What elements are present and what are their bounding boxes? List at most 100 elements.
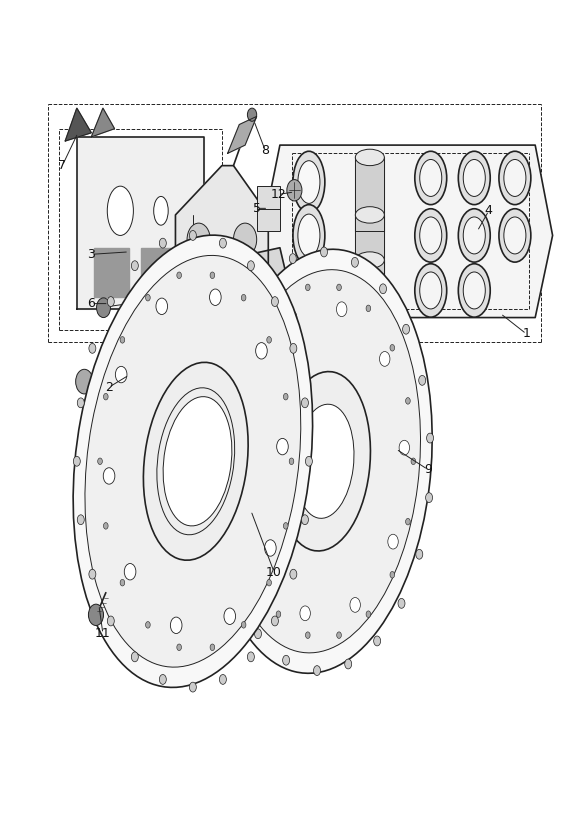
Text: 11: 11 <box>95 627 111 640</box>
Text: 10: 10 <box>266 565 282 578</box>
Circle shape <box>290 344 297 353</box>
Circle shape <box>261 277 268 287</box>
Circle shape <box>419 376 426 386</box>
Ellipse shape <box>293 204 325 266</box>
Ellipse shape <box>154 196 168 225</box>
Circle shape <box>290 569 297 579</box>
Circle shape <box>366 305 371 311</box>
Polygon shape <box>77 137 205 309</box>
Circle shape <box>237 467 248 482</box>
Circle shape <box>78 398 85 408</box>
Polygon shape <box>355 215 384 289</box>
Polygon shape <box>65 108 92 141</box>
Ellipse shape <box>85 255 301 667</box>
Circle shape <box>159 675 166 685</box>
Ellipse shape <box>458 264 490 317</box>
Circle shape <box>256 343 267 359</box>
Circle shape <box>248 373 259 388</box>
Ellipse shape <box>298 214 320 257</box>
Circle shape <box>107 297 114 307</box>
Circle shape <box>337 284 342 291</box>
Circle shape <box>247 108 257 121</box>
Circle shape <box>286 311 297 325</box>
Circle shape <box>305 284 310 291</box>
Circle shape <box>97 297 110 317</box>
Ellipse shape <box>499 208 531 262</box>
Circle shape <box>210 644 215 651</box>
Circle shape <box>156 298 167 315</box>
Ellipse shape <box>420 272 442 309</box>
Circle shape <box>406 398 410 404</box>
Ellipse shape <box>293 260 325 321</box>
Circle shape <box>301 515 308 525</box>
Ellipse shape <box>355 149 384 166</box>
Circle shape <box>189 231 196 241</box>
Polygon shape <box>92 108 114 137</box>
Ellipse shape <box>143 363 248 560</box>
Ellipse shape <box>420 217 442 254</box>
Ellipse shape <box>504 217 526 254</box>
Circle shape <box>366 611 371 617</box>
Circle shape <box>399 440 409 455</box>
Polygon shape <box>355 260 384 334</box>
Polygon shape <box>141 248 175 297</box>
Circle shape <box>208 480 215 489</box>
Text: 12: 12 <box>271 188 287 201</box>
Circle shape <box>252 572 257 578</box>
Circle shape <box>76 369 93 394</box>
Circle shape <box>300 606 310 620</box>
Circle shape <box>89 604 104 625</box>
Circle shape <box>277 438 288 455</box>
Circle shape <box>406 518 410 525</box>
Circle shape <box>89 569 96 579</box>
Circle shape <box>146 294 150 301</box>
Circle shape <box>380 283 387 293</box>
Circle shape <box>345 659 352 669</box>
Circle shape <box>247 260 254 270</box>
Circle shape <box>237 518 241 525</box>
Circle shape <box>177 644 181 651</box>
Polygon shape <box>262 145 553 317</box>
Circle shape <box>103 393 108 400</box>
Circle shape <box>283 522 288 529</box>
Circle shape <box>289 458 294 465</box>
Ellipse shape <box>73 235 312 687</box>
Ellipse shape <box>293 152 325 213</box>
Circle shape <box>73 456 80 466</box>
Ellipse shape <box>504 160 526 196</box>
Ellipse shape <box>209 250 432 673</box>
Circle shape <box>234 270 255 299</box>
Circle shape <box>411 458 416 465</box>
Circle shape <box>215 537 222 547</box>
Circle shape <box>267 579 272 586</box>
Circle shape <box>131 652 138 662</box>
Circle shape <box>252 344 257 351</box>
Ellipse shape <box>355 207 384 223</box>
Circle shape <box>98 458 103 465</box>
Text: 8: 8 <box>261 144 269 157</box>
Circle shape <box>283 393 288 400</box>
Ellipse shape <box>458 152 490 204</box>
Ellipse shape <box>163 396 232 526</box>
Ellipse shape <box>415 208 447 262</box>
Circle shape <box>187 223 210 256</box>
Circle shape <box>124 564 136 580</box>
Circle shape <box>170 617 182 634</box>
Circle shape <box>159 238 166 248</box>
Circle shape <box>237 398 241 404</box>
Circle shape <box>301 398 308 408</box>
Circle shape <box>390 344 395 351</box>
Circle shape <box>276 611 281 617</box>
Circle shape <box>276 305 281 311</box>
Circle shape <box>287 180 302 201</box>
Circle shape <box>380 352 390 367</box>
Circle shape <box>177 272 181 279</box>
Circle shape <box>305 456 312 466</box>
Circle shape <box>337 632 342 639</box>
Text: 7: 7 <box>58 159 66 172</box>
Circle shape <box>233 223 257 256</box>
Circle shape <box>210 272 215 279</box>
Circle shape <box>352 257 359 267</box>
Ellipse shape <box>463 160 485 196</box>
Circle shape <box>427 433 434 443</box>
